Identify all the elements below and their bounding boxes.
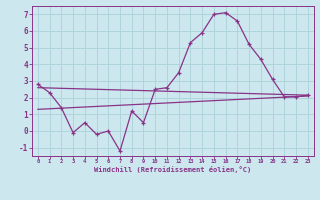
X-axis label: Windchill (Refroidissement éolien,°C): Windchill (Refroidissement éolien,°C) bbox=[94, 166, 252, 173]
